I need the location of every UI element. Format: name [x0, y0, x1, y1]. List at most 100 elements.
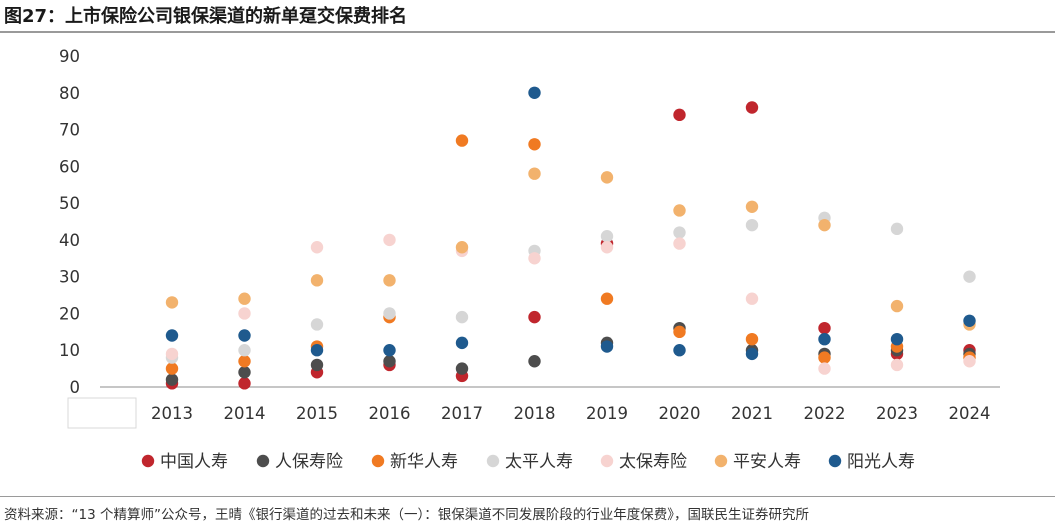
data-point: [165, 347, 179, 361]
data-point: [600, 292, 614, 305]
data-point: [745, 347, 759, 361]
data-point: [745, 200, 759, 213]
y-tick-label: 10: [59, 341, 80, 360]
legend-item: 人保寿险: [256, 452, 343, 472]
data-point: [963, 314, 976, 327]
axes-group: 0 10 20 30 40 50 60 70 80 90 2013 2014 2015 2016 2017 2…: [59, 47, 1000, 429]
data-point: [528, 167, 541, 180]
data-point: [455, 241, 469, 254]
legend-label: 阳光人寿: [847, 452, 915, 472]
data-point: [383, 274, 396, 287]
data-point: [528, 355, 541, 368]
data-point: [238, 366, 251, 379]
data-point: [745, 332, 759, 346]
legend-item: 太平人寿: [486, 452, 573, 472]
data-point: [383, 355, 396, 368]
data-point: [890, 358, 904, 372]
x-tick-label: 2014: [224, 404, 266, 423]
x-tick-label: 2024: [949, 404, 991, 423]
legend-label: 人保寿险: [275, 452, 343, 472]
legend-marker: [141, 454, 155, 468]
data-point: [818, 351, 831, 364]
x-tick-label: 2016: [369, 404, 411, 423]
data-point: [165, 362, 179, 375]
y-tick-label: 30: [59, 268, 80, 287]
data-point: [528, 310, 541, 324]
data-point: [528, 252, 541, 265]
legend-label: 中国人寿: [160, 452, 228, 472]
legend-item: 中国人寿: [141, 452, 228, 472]
legend-marker: [371, 454, 385, 468]
data-point: [310, 344, 324, 357]
data-point: [528, 86, 541, 99]
legend-label: 太保寿险: [619, 452, 687, 472]
data-point: [673, 108, 686, 122]
y-tick-label: 20: [59, 304, 80, 323]
data-point: [310, 358, 324, 372]
data-point: [383, 344, 396, 357]
data-point: [745, 101, 759, 114]
data-point: [890, 222, 904, 236]
data-point: [238, 307, 251, 320]
data-point: [238, 292, 251, 305]
title-divider: [0, 31, 1055, 33]
data-point: [745, 218, 759, 232]
legend: 中国人寿 人保寿险 新华人寿 太平人寿 太保寿险 平安人寿 阳光人寿: [141, 452, 915, 472]
data-point: [963, 355, 976, 368]
data-point: [455, 134, 469, 147]
legend-item: 阳光人寿: [828, 452, 915, 472]
data-point: [600, 230, 614, 243]
data-point: [238, 329, 251, 342]
legend-marker: [714, 454, 728, 468]
data-point: [963, 270, 976, 283]
y-tick-label: 70: [59, 121, 80, 140]
data-point: [673, 226, 686, 239]
x-tick-label: 2015: [296, 404, 338, 423]
data-point: [165, 296, 179, 309]
x-axis-corner-box: [67, 397, 137, 429]
y-tick-label: 50: [59, 194, 80, 213]
data-point: [890, 299, 904, 313]
data-point: [310, 241, 324, 254]
chart-title: 图27：上市保险公司银保渠道的新单趸交保费排名: [4, 6, 408, 27]
x-tick-label: 2018: [514, 404, 556, 423]
data-point: [890, 332, 904, 346]
legend-label: 平安人寿: [733, 452, 801, 472]
legend-marker: [486, 454, 500, 468]
y-tick-label: 90: [59, 47, 80, 66]
legend-marker: [828, 454, 842, 468]
data-point: [600, 241, 614, 254]
y-tick-label: 40: [59, 231, 80, 250]
legend-label: 太平人寿: [505, 452, 573, 472]
data-point: [238, 344, 251, 357]
data-point: [455, 362, 469, 375]
legend-marker: [600, 454, 614, 468]
data-point: [528, 138, 541, 151]
x-tick-label: 2020: [659, 404, 701, 423]
data-point: [165, 373, 179, 386]
data-point: [455, 336, 469, 350]
source-note: 资料来源：“13 个精算师”公众号，王晴《银行渠道的过去和未来（一）：银保渠道不…: [4, 507, 809, 523]
data-point: [818, 332, 831, 346]
source-divider: [0, 496, 1055, 497]
data-point: [745, 292, 759, 305]
legend-label: 新华人寿: [390, 452, 458, 472]
data-point: [673, 325, 686, 339]
data-point: [673, 204, 686, 217]
x-tick-label: 2019: [586, 404, 628, 423]
data-point: [818, 362, 831, 375]
data-point: [165, 329, 179, 342]
data-point: [455, 310, 469, 324]
data-point: [673, 237, 686, 250]
legend-item: 太保寿险: [600, 452, 687, 472]
data-point: [383, 233, 396, 247]
data-point: [818, 218, 831, 232]
data-point: [818, 321, 831, 335]
legend-item: 新华人寿: [371, 452, 458, 472]
data-point: [673, 344, 686, 357]
data-point: [600, 340, 614, 353]
y-tick-label: 80: [59, 84, 80, 103]
y-tick-label: 0: [70, 378, 81, 397]
y-tick-label: 60: [59, 157, 80, 176]
